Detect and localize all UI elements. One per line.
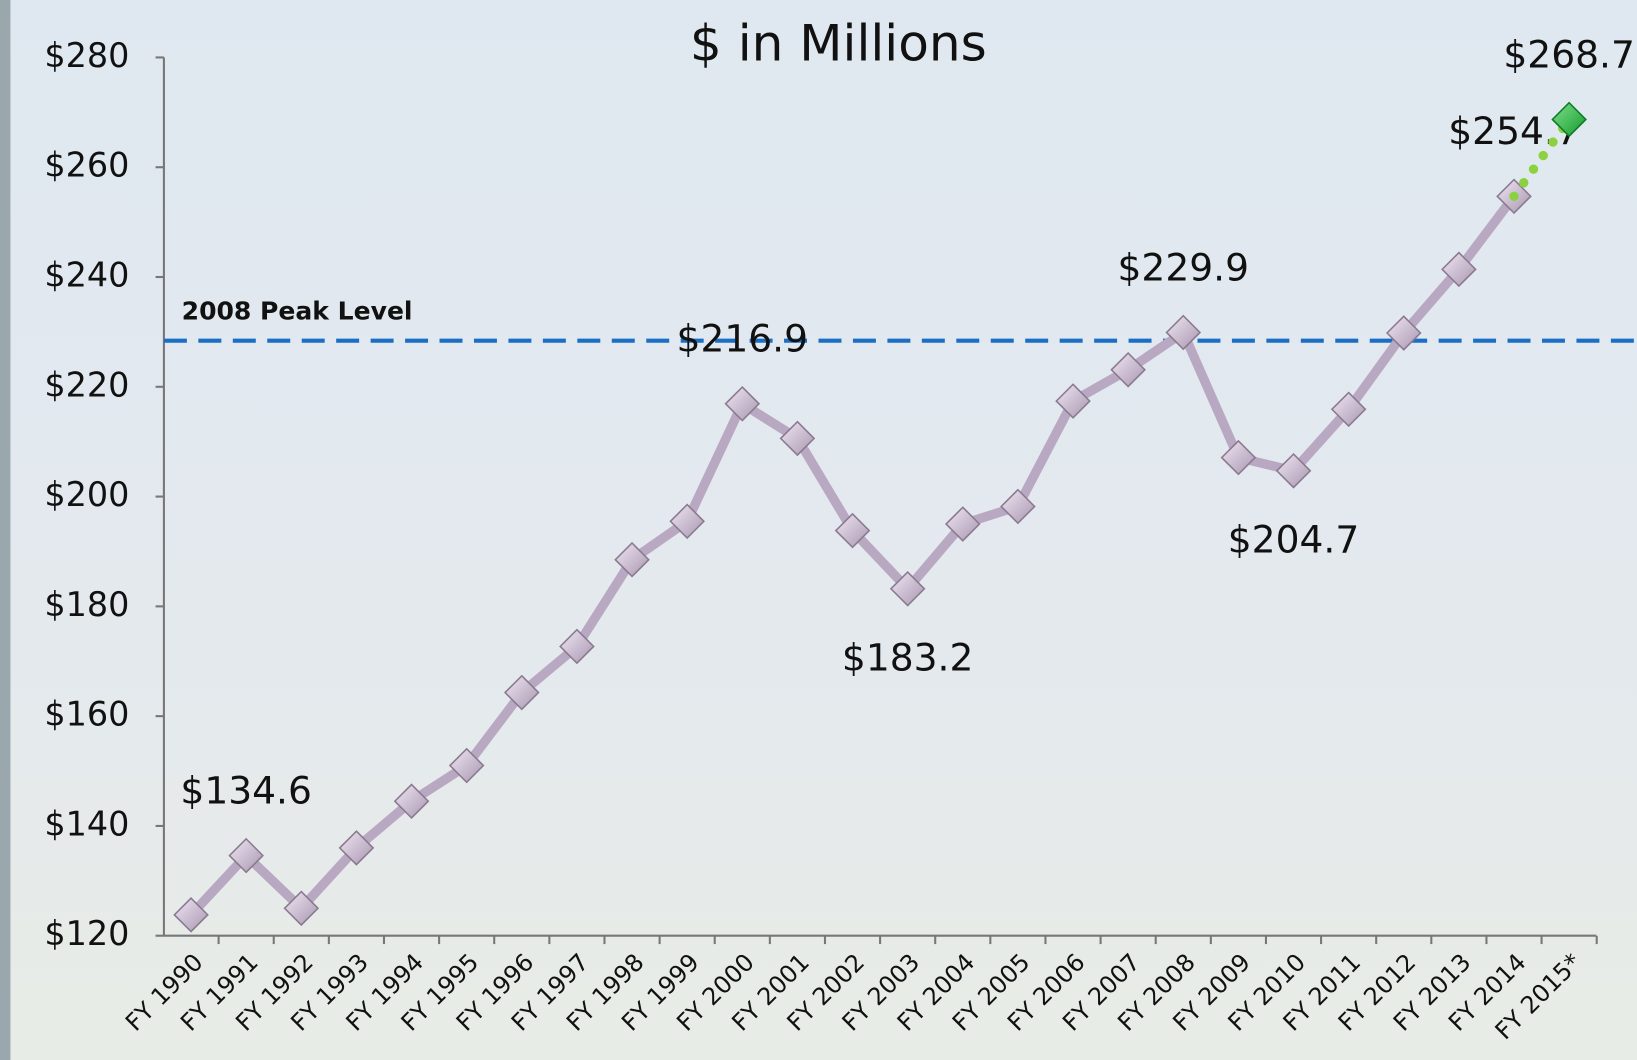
reference-label: 2008 Peak Level bbox=[182, 296, 413, 325]
projection-line bbox=[1509, 114, 1574, 202]
marker bbox=[1055, 383, 1091, 419]
y-tick-label: $120 bbox=[44, 914, 129, 953]
marker bbox=[1551, 101, 1587, 138]
marker bbox=[559, 628, 595, 665]
marker bbox=[944, 506, 981, 542]
marker bbox=[1165, 314, 1202, 351]
y-tick-label: $180 bbox=[44, 585, 129, 624]
marker bbox=[834, 512, 871, 549]
marker bbox=[1220, 439, 1257, 476]
marker bbox=[1441, 251, 1477, 288]
y-tick-label: $220 bbox=[44, 365, 129, 404]
chart-title: $ in Millions bbox=[690, 13, 987, 72]
marker bbox=[283, 890, 320, 927]
marker bbox=[503, 674, 540, 711]
marker bbox=[1000, 488, 1036, 525]
marker bbox=[779, 420, 816, 457]
marker bbox=[1110, 351, 1146, 388]
y-tick-label: $240 bbox=[44, 256, 129, 295]
marker bbox=[393, 783, 430, 820]
y-tick-label: $260 bbox=[44, 146, 129, 185]
marker bbox=[173, 897, 209, 933]
y-tick-label: $140 bbox=[44, 804, 129, 843]
data-label: $183.2 bbox=[842, 635, 973, 679]
y-tick-label: $160 bbox=[44, 695, 129, 734]
marker bbox=[338, 830, 375, 866]
marker bbox=[1385, 315, 1422, 351]
marker bbox=[669, 503, 705, 540]
y-tick-label: $200 bbox=[44, 475, 129, 514]
data-label: $216.9 bbox=[677, 317, 808, 361]
data-label: $204.7 bbox=[1228, 517, 1359, 561]
marker bbox=[448, 747, 485, 784]
data-label: $134.6 bbox=[180, 768, 311, 812]
marker bbox=[1330, 391, 1367, 428]
marker bbox=[614, 541, 650, 578]
y-tick-label: $280 bbox=[44, 36, 129, 75]
marker bbox=[1275, 452, 1312, 489]
marker bbox=[889, 570, 926, 607]
left-edge bbox=[0, 0, 11, 1060]
marker bbox=[228, 837, 264, 874]
marker bbox=[724, 385, 761, 422]
data-label: $268.7 bbox=[1503, 32, 1634, 76]
data-label: $229.9 bbox=[1118, 245, 1249, 289]
